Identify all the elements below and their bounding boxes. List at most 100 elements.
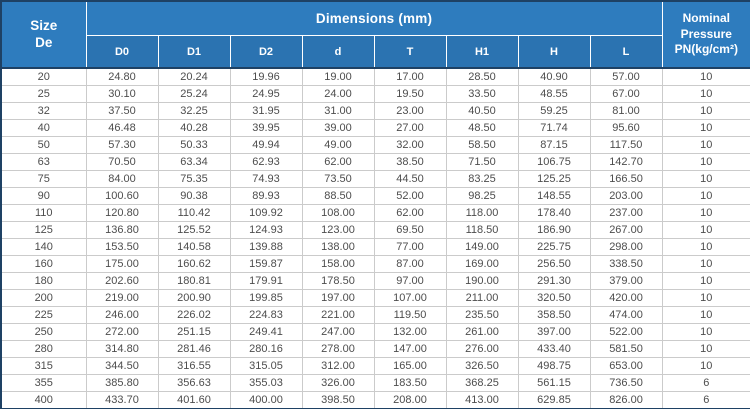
cell-value: 125.52 <box>157 221 231 239</box>
cell-pn: 10 <box>661 153 750 171</box>
cell-value: 281.46 <box>157 340 231 358</box>
cell-size: 140 <box>0 238 87 256</box>
table-row: 180 202.60 180.81 179.91 178.50 97.00 190.00 29… <box>0 272 750 290</box>
cell-value: 368.25 <box>445 374 519 392</box>
cell-pn: 10 <box>661 357 750 375</box>
cell-value: 110.42 <box>157 204 231 222</box>
cell-value: 183.50 <box>373 374 447 392</box>
cell-pn: 10 <box>661 340 750 358</box>
cell-value: 73.50 <box>301 170 375 188</box>
cell-value: 44.50 <box>373 170 447 188</box>
cell-size: 125 <box>0 221 87 239</box>
cell-value: 736.50 <box>589 374 663 392</box>
de-label: De <box>35 34 53 50</box>
cell-value: 498.75 <box>517 357 591 375</box>
cell-size: 280 <box>0 340 87 358</box>
cell-value: 117.50 <box>589 136 663 154</box>
cell-value: 224.83 <box>229 306 303 324</box>
cell-value: 39.00 <box>301 119 375 137</box>
cell-value: 52.00 <box>373 187 447 205</box>
cell-value: 326.00 <box>301 374 375 392</box>
cell-value: 63.34 <box>157 153 231 171</box>
cell-value: 57.30 <box>85 136 159 154</box>
nominal-pressure-header: Nominal Pressure PN(kg/cm²) <box>661 0 750 69</box>
cell-value: 89.93 <box>229 187 303 205</box>
cell-value: 225.75 <box>517 238 591 256</box>
cell-value: 90.38 <box>157 187 231 205</box>
cell-value: 148.55 <box>517 187 591 205</box>
cell-value: 74.93 <box>229 170 303 188</box>
cell-value: 119.50 <box>373 306 447 324</box>
cell-value: 358.50 <box>517 306 591 324</box>
cell-value: 344.50 <box>85 357 159 375</box>
cell-value: 180.81 <box>157 272 231 290</box>
cell-size: 250 <box>0 323 87 341</box>
cell-value: 19.50 <box>373 85 447 103</box>
size-de-header: Size De <box>0 0 87 69</box>
cell-value: 32.00 <box>373 136 447 154</box>
cell-value: 261.00 <box>445 323 519 341</box>
cell-value: 31.00 <box>301 102 375 120</box>
table-row: 250 272.00 251.15 249.41 247.00 132.00 261.00 3… <box>0 323 750 341</box>
cell-value: 385.80 <box>85 374 159 392</box>
cell-value: 249.41 <box>229 323 303 341</box>
size-label: Size <box>30 17 58 33</box>
dimensions-group-header: Dimensions (mm) <box>85 0 663 36</box>
cell-value: 98.25 <box>445 187 519 205</box>
cell-value: 197.00 <box>301 289 375 307</box>
cell-pn: 10 <box>661 306 750 324</box>
cell-value: 320.50 <box>517 289 591 307</box>
cell-value: 46.48 <box>85 119 159 137</box>
cell-pn: 10 <box>661 289 750 307</box>
cell-value: 123.00 <box>301 221 375 239</box>
cell-value: 88.50 <box>301 187 375 205</box>
cell-value: 203.00 <box>589 187 663 205</box>
cell-value: 186.90 <box>517 221 591 239</box>
cell-value: 400.00 <box>229 391 303 409</box>
cell-value: 165.00 <box>373 357 447 375</box>
cell-value: 32.25 <box>157 102 231 120</box>
cell-value: 355.03 <box>229 374 303 392</box>
cell-value: 211.00 <box>445 289 519 307</box>
cell-value: 237.00 <box>589 204 663 222</box>
cell-value: 62.93 <box>229 153 303 171</box>
cell-value: 120.80 <box>85 204 159 222</box>
table-row: 140 153.50 140.58 139.88 138.00 77.00 149.00 22… <box>0 238 750 256</box>
table-row: 75 84.00 75.35 74.93 73.50 44.50 83.25 125.25 16… <box>0 170 750 188</box>
table-row: 20 24.80 20.24 19.96 19.00 17.00 28.50 40.90 57.… <box>0 67 750 86</box>
cell-value: 159.87 <box>229 255 303 273</box>
cell-value: 314.80 <box>85 340 159 358</box>
cell-value: 24.95 <box>229 85 303 103</box>
cell-value: 81.00 <box>589 102 663 120</box>
table-row: 400 433.70 401.60 400.00 398.50 208.00 413.00 6… <box>0 391 750 409</box>
cell-pn: 10 <box>661 170 750 188</box>
cell-size: 25 <box>0 85 87 103</box>
column-header-d: d <box>301 35 375 69</box>
cell-value: 326.50 <box>445 357 519 375</box>
cell-value: 109.92 <box>229 204 303 222</box>
cell-value: 30.10 <box>85 85 159 103</box>
cell-value: 49.00 <box>301 136 375 154</box>
cell-value: 169.00 <box>445 255 519 273</box>
cell-value: 356.63 <box>157 374 231 392</box>
cell-value: 272.00 <box>85 323 159 341</box>
cell-size: 110 <box>0 204 87 222</box>
cell-size: 20 <box>0 67 87 86</box>
cell-value: 474.00 <box>589 306 663 324</box>
cell-pn: 10 <box>661 187 750 205</box>
table-row: 315 344.50 316.55 315.05 312.00 165.00 326.50 4… <box>0 357 750 375</box>
cell-size: 63 <box>0 153 87 171</box>
cell-value: 125.25 <box>517 170 591 188</box>
cell-value: 118.50 <box>445 221 519 239</box>
cell-value: 291.30 <box>517 272 591 290</box>
table-row: 225 246.00 226.02 224.83 221.00 119.50 235.50 3… <box>0 306 750 324</box>
cell-value: 19.96 <box>229 67 303 86</box>
table-header: Size De Dimensions (mm) Nominal Pressure… <box>0 0 750 69</box>
cell-value: 75.35 <box>157 170 231 188</box>
cell-value: 153.50 <box>85 238 159 256</box>
cell-value: 17.00 <box>373 67 447 86</box>
column-header-d2: D2 <box>229 35 303 69</box>
cell-value: 149.00 <box>445 238 519 256</box>
table-body: 20 24.80 20.24 19.96 19.00 17.00 28.50 40.90 57.… <box>0 67 750 409</box>
